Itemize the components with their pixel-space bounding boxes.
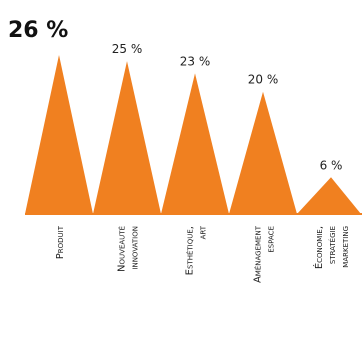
value-label-4: 20 %: [248, 73, 279, 87]
bar-4: [229, 91, 297, 214]
bars-layer: [25, 55, 362, 215]
category-label-5-line-1: Économie,: [312, 226, 325, 269]
bar-3: [161, 73, 229, 214]
value-label-5: 6 %: [320, 158, 343, 172]
category-label-4-line-2: espace: [266, 226, 277, 253]
category-label-5: Économie, stratégie marketing: [312, 226, 351, 269]
category-label-1-line-1: Produit: [55, 225, 66, 259]
category-labels-layer: Produit Nouveauté innovation Esthétique, art…: [55, 225, 351, 283]
category-label-3-line-2: art: [198, 225, 209, 239]
bar-5: [297, 177, 361, 214]
category-label-3-line-1: Esthétique,: [185, 226, 196, 275]
category-label-5-line-3: marketing: [340, 226, 351, 268]
category-label-3: Esthétique, art: [185, 225, 209, 275]
category-label-5-line-2: stratégie: [327, 226, 338, 264]
bar-1: [25, 55, 93, 214]
category-label-2: Nouveauté innovation: [117, 226, 141, 272]
category-label-2-line-2: innovation: [130, 226, 141, 270]
baseline: [25, 213, 362, 215]
bar-2: [93, 61, 161, 214]
value-label-2: 25 %: [112, 42, 143, 56]
value-label-1: 26 %: [8, 18, 68, 43]
category-label-1: Produit: [55, 225, 66, 259]
category-label-4-line-1: Aménagement: [253, 225, 264, 283]
value-label-3: 23 %: [180, 54, 211, 68]
value-labels-layer: 26 % 25 % 23 % 20 % 6 %: [8, 18, 342, 172]
category-label-2-line-1: Nouveauté: [117, 226, 128, 272]
category-label-4: Aménagement espace: [253, 225, 277, 283]
